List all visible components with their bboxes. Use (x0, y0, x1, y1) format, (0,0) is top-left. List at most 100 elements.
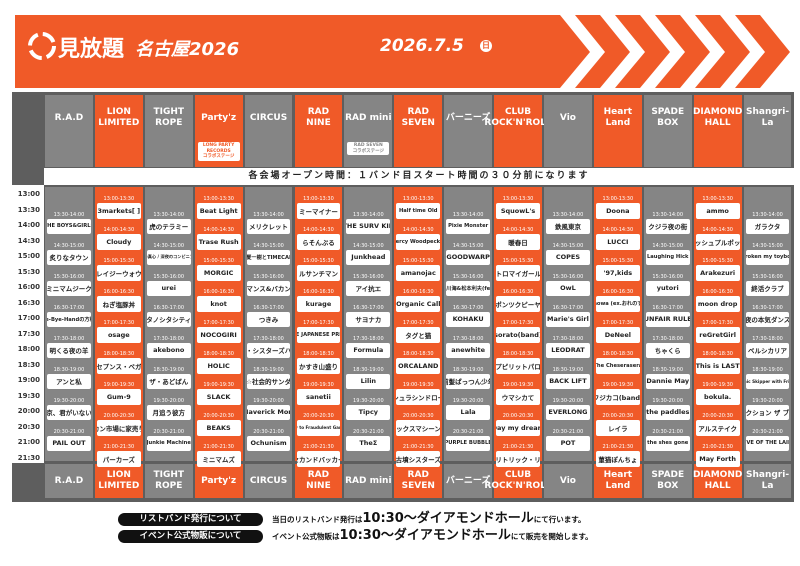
band-time: 14:00-14:30 (602, 227, 634, 233)
venue-name: CIRCUS (249, 475, 288, 486)
band-name: かすき山盛り (296, 358, 341, 374)
notice: 各会場オープン時間：１バンド目スタート時間の３０分前になります (44, 168, 794, 185)
band-time: 14:00-14:30 (702, 227, 733, 233)
band-time: 16:30-17:00 (53, 304, 85, 311)
venue-name: Land (605, 481, 631, 491)
band-name: ねぎ塩豚丼 (96, 296, 141, 312)
band-time: 14:00-14:30 (303, 227, 334, 233)
band-time: 17:00-17:30 (303, 320, 334, 326)
band-time: 19:00-19:30 (103, 382, 135, 388)
band-name: 藤夏一樹とTIMECAFE (246, 249, 291, 265)
band-time: 13:00-13:30 (203, 196, 234, 202)
time-label: 13:30 (17, 205, 40, 214)
band-name: ミニマムズ (196, 451, 241, 467)
band-time: 13:30-14:00 (53, 211, 85, 218)
band-name: SquowL's (496, 203, 540, 219)
band-name: メリクレット (246, 218, 291, 234)
venue-name: RAD (407, 107, 429, 117)
venue-sub-line: LONG PARTY RECORDS (202, 143, 235, 154)
band-time: 13:30-14:00 (552, 211, 584, 218)
band-time: 19:30-20:00 (253, 397, 284, 404)
band-name: ベルシカリア (745, 342, 790, 358)
band-time: 16:30-17:00 (452, 304, 484, 311)
band-time: 14:00-14:30 (502, 227, 534, 233)
band-name: Beat Light (196, 203, 241, 219)
venue-name: バーニーズ (445, 112, 491, 123)
time-label: 14:30 (17, 236, 40, 245)
band-name: HOLIC (196, 358, 241, 374)
band-time: 20:00-20:30 (203, 413, 234, 419)
venue-name: HALL (704, 481, 731, 491)
band-time: 18:00-18:30 (602, 351, 634, 357)
band-name: ガラクタ (745, 218, 790, 234)
venue-header: CLUB ROCK'N'ROLL (484, 97, 552, 139)
time-label: 18:30 (17, 360, 40, 369)
band-name: EVE OF THE LAIN (745, 435, 790, 451)
venue-name: DIAMOND (692, 470, 743, 480)
band-name: LUCCI (595, 234, 640, 250)
time-label: 20:30 (17, 422, 40, 431)
band-time: 14:30-15:00 (353, 242, 384, 249)
band-name: Half time Old (396, 203, 441, 219)
band-name: Lala (446, 404, 491, 420)
band-name: セックスマシーン!! (396, 420, 441, 436)
venue-name: SEVEN (401, 118, 435, 128)
band-name: Pixie Monster (446, 218, 491, 234)
band-time: 13:30-14:00 (452, 211, 484, 218)
venue-footer: SPADE BOX (643, 464, 692, 498)
venue-name: R.A.D (54, 112, 84, 123)
band-name: Aonowa (ex.おれのすこ) (595, 296, 640, 312)
venue-sub: RAD SEVEN コラボステージ (347, 142, 390, 155)
band-name: urei (146, 280, 191, 296)
venue-header: Heart Land (593, 97, 642, 139)
band-name: COPES (546, 249, 590, 265)
band-time: 19:30-20:00 (53, 397, 85, 404)
band-time: 16:30-17:00 (253, 304, 284, 311)
venue-name: SEVEN (401, 481, 435, 491)
venue-name: Party'z (201, 475, 237, 486)
band-time: 19:30-20:00 (353, 397, 384, 404)
logo: 見放題 (58, 37, 125, 62)
band-time: 17:00-17:30 (502, 320, 534, 326)
band-time: 20:00-20:30 (702, 413, 733, 419)
band-time: 19:00-19:30 (203, 382, 234, 388)
band-time: 14:00-14:30 (203, 227, 234, 233)
band-time: 14:30-15:00 (253, 242, 284, 249)
band-name: 3markets[ ] (96, 203, 141, 219)
band-name: マタノシタシティー (146, 311, 191, 327)
band-time: 18:00-18:30 (303, 351, 334, 357)
band-time: 18:00-18:30 (203, 351, 234, 357)
venue-name: RAD mini (345, 475, 392, 486)
band-time: 17:30-18:00 (253, 335, 284, 342)
venue-name: Land (605, 118, 631, 128)
venue-name: TIGHT (153, 470, 185, 480)
band-name: ミーマイナー (296, 203, 341, 219)
band-name: sorato(band) (496, 327, 540, 343)
band-time: 20:30-21:00 (253, 428, 284, 435)
band-time: 17:00-17:30 (402, 320, 434, 326)
band-time: 13:00-13:30 (402, 196, 434, 202)
band-time: 15:30-16:00 (153, 273, 185, 280)
band-time: 16:30-17:00 (752, 304, 783, 311)
band-time: 18:30-19:00 (253, 366, 284, 373)
venue-footer: Vio (544, 464, 592, 498)
band-name: THE JAPANESE PRIDE (296, 327, 341, 343)
band-name: フジカコ(band) (595, 389, 640, 405)
band-name: '97,kids (595, 265, 640, 281)
band-time: 17:30-18:00 (353, 335, 384, 342)
band-name: Formula (346, 342, 391, 358)
band-name: Trase Rush (196, 234, 241, 250)
venue-name: RAD (407, 470, 429, 480)
venue-name: DIAMOND (692, 107, 743, 117)
band-time: 15:30-16:00 (452, 273, 484, 280)
venue-name: Shangri-La (746, 107, 790, 128)
band-time: 19:30-20:00 (752, 397, 783, 404)
band-time: 16:00-16:30 (502, 289, 534, 295)
band-time: 18:30-19:00 (153, 366, 185, 373)
band-name: sanetii (296, 389, 341, 405)
weekday: 日 (480, 40, 492, 52)
band-name: Dannie May (645, 373, 690, 389)
venue-header: RAD NINE (294, 97, 343, 139)
venue-footer: Shangri-La (743, 464, 792, 498)
band-time: 20:30-21:00 (53, 428, 85, 435)
